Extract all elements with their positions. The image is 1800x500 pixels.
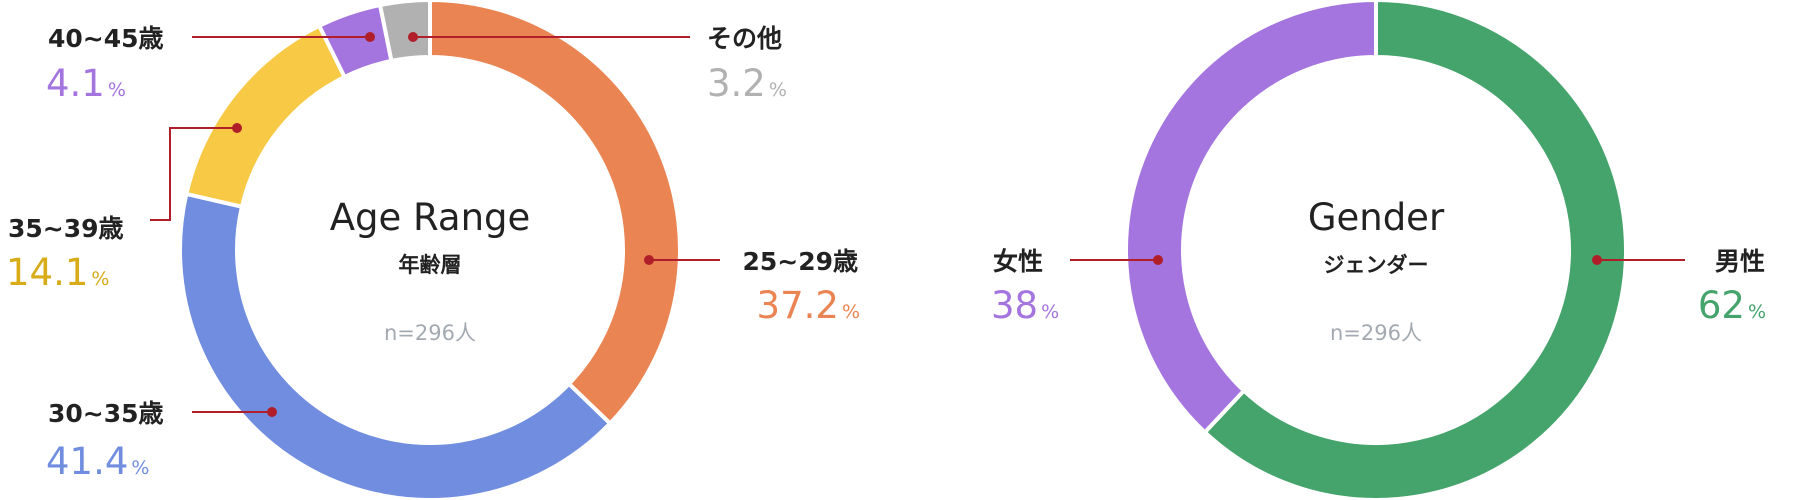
age-range-value-40-45: 4.1% xyxy=(46,62,126,105)
gender-value-female: 38% xyxy=(991,284,1059,327)
age-range-center-subtitle: 年齢層 xyxy=(399,253,462,277)
age-range-value-35-39: 14.1% xyxy=(6,251,109,294)
age-range-donut-chart: 25~29歳 37.2 % 30~35歳 41.4 % 35~39歳 14.1 % 40~45歳 4… xyxy=(6,0,860,500)
age-range-leader-dot-25-29 xyxy=(644,255,654,265)
age-range-label-other: その他 xyxy=(707,24,782,53)
gender-label-female: 女性 xyxy=(993,247,1043,276)
gender-donut-chart: 男性 62 % 女性 38 % Gender ジェンダー n=296人 xyxy=(991,0,1766,500)
gender-leader-dot-female xyxy=(1153,255,1163,265)
gender-label-male: 男性 xyxy=(1715,247,1765,276)
gender-value-male: 62% xyxy=(1698,284,1766,327)
gender-slice-female xyxy=(1124,0,1378,436)
gender-leader-dot-male xyxy=(1592,255,1602,265)
age-range-slice-30-35 xyxy=(178,191,613,500)
age-range-leader-dot-30-35 xyxy=(267,407,277,417)
age-range-slice-25-29 xyxy=(428,0,682,427)
age-range-center-title: Age Range xyxy=(330,196,531,239)
age-range-leader-dot-other xyxy=(408,32,418,42)
age-range-slice-other xyxy=(377,0,432,64)
age-range-leader-line-35-39 xyxy=(150,127,237,221)
age-range-slice-35-39 xyxy=(183,23,348,210)
gender-slice-male xyxy=(1202,0,1628,500)
age-range-value-25-29: 37.2% xyxy=(757,284,860,327)
age-range-label-35-39: 35~39歳 xyxy=(8,214,124,243)
age-range-value-other: 3.2% xyxy=(707,62,787,105)
age-range-label-40-45: 40~45歳 xyxy=(48,24,164,53)
age-range-sample-size: n=296人 xyxy=(384,321,476,345)
age-range-label-30-35: 30~35歳 xyxy=(48,399,164,428)
age-range-label-25-29: 25~29歳 xyxy=(742,247,858,276)
age-range-leader-dot-40-45 xyxy=(365,32,375,42)
age-range-value-30-35: 41.4% xyxy=(46,440,149,483)
gender-sample-size: n=296人 xyxy=(1330,321,1422,345)
gender-center-title: Gender xyxy=(1308,196,1445,239)
age-range-leader-dot-35-39 xyxy=(232,123,242,133)
gender-center-subtitle: ジェンダー xyxy=(1324,253,1429,277)
